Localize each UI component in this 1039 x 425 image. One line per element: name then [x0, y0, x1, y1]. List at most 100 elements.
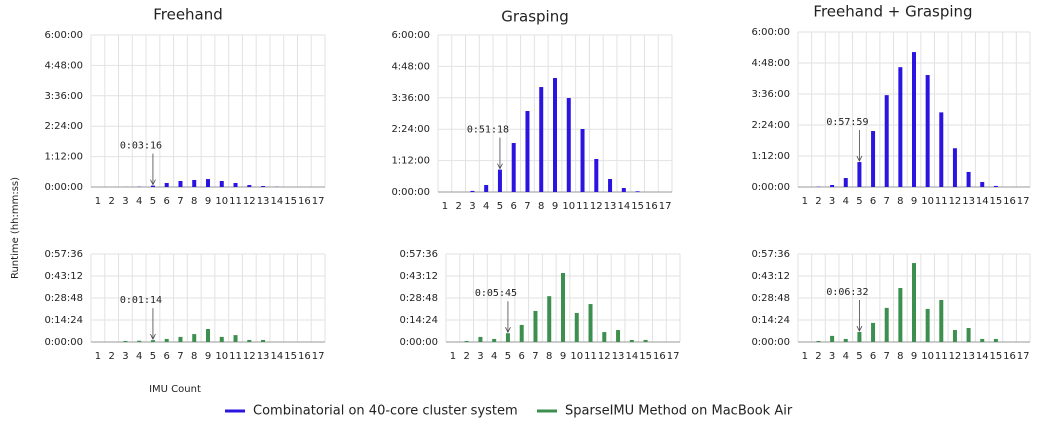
bar	[857, 332, 862, 342]
x-tick-label: 3	[829, 196, 835, 207]
x-tick-label: 3	[829, 351, 835, 362]
x-tick-label: 15	[631, 201, 644, 212]
bar	[470, 190, 475, 192]
x-tick-label: 15	[284, 196, 297, 207]
y-tick-label: 0:43:12	[751, 271, 790, 282]
y-tick-label: 6:00:00	[751, 27, 790, 38]
bar	[816, 340, 821, 342]
x-tick-label: 17	[659, 201, 672, 212]
bar	[608, 178, 613, 192]
y-axis-label: Runtime (hh:mm:ss)	[10, 177, 21, 279]
y-tick-label: 1:12:00	[751, 151, 790, 162]
x-tick-label: 7	[524, 201, 530, 212]
x-tick-label: 3	[477, 351, 483, 362]
y-tick-label: 0:57:36	[399, 249, 438, 260]
bar	[898, 67, 903, 187]
x-tick-label: 12	[598, 351, 611, 362]
bar	[261, 186, 266, 187]
x-tick-label: 7	[177, 196, 183, 207]
bar	[206, 329, 210, 342]
chart-title: Freehand	[153, 6, 223, 24]
bar	[561, 272, 565, 342]
x-tick-label: 3	[122, 196, 128, 207]
y-tick-label: 4:48:00	[751, 58, 790, 69]
x-tick-label: 2	[455, 201, 461, 212]
x-tick-label: 14	[625, 351, 638, 362]
y-tick-label: 2:24:00	[44, 121, 83, 132]
x-tick-label: 16	[1003, 196, 1016, 207]
bar	[580, 128, 585, 192]
x-tick-label: 2	[108, 196, 114, 207]
y-tick-label: 0:00:00	[391, 187, 430, 198]
bar	[980, 181, 985, 187]
x-tick-label: 1	[450, 351, 456, 362]
x-tick-label: 13	[612, 351, 625, 362]
bar	[884, 95, 889, 187]
bar	[164, 338, 169, 342]
x-tick-label: 4	[491, 351, 497, 362]
x-tick-label: 4	[843, 196, 849, 207]
x-tick-label: 14	[976, 196, 989, 207]
bar	[993, 185, 998, 187]
x-tick-label: 4	[843, 351, 849, 362]
x-tick-label: 2	[463, 351, 469, 362]
x-tick-label: 16	[298, 351, 311, 362]
bar	[925, 75, 930, 187]
x-tick-label: 11	[576, 201, 589, 212]
x-tick-label: 6	[519, 351, 525, 362]
bar	[519, 324, 524, 342]
bar	[178, 336, 183, 342]
bar	[464, 340, 469, 342]
x-tick-label: 17	[1017, 351, 1030, 362]
x-tick-label: 9	[911, 351, 917, 362]
bar	[980, 338, 985, 342]
x-tick-label: 13	[257, 196, 270, 207]
bar	[484, 185, 489, 192]
x-tick-label: 4	[483, 201, 489, 212]
x-tick-label: 8	[897, 351, 903, 362]
x-tick-label: 13	[257, 351, 270, 362]
x-tick-label: 17	[667, 351, 680, 362]
x-tick-label: 13	[962, 351, 975, 362]
bar	[219, 181, 224, 187]
y-tick-label: 4:48:00	[44, 60, 83, 71]
annotation: 0:06:32	[826, 287, 868, 298]
bar	[635, 191, 640, 192]
bar	[871, 131, 876, 187]
x-tick-label: 12	[949, 351, 962, 362]
x-tick-label: 9	[205, 351, 211, 362]
x-tick-label: 5	[497, 201, 503, 212]
bar	[150, 185, 155, 187]
x-tick-label: 17	[312, 196, 325, 207]
x-axis-label: IMU Count	[149, 384, 201, 395]
bar	[629, 339, 634, 342]
x-tick-label: 16	[645, 201, 658, 212]
bar	[261, 339, 266, 342]
bar	[539, 87, 544, 192]
x-tick-label: 8	[538, 201, 544, 212]
x-tick-label: 4	[136, 351, 142, 362]
bar	[247, 339, 252, 342]
x-tick-label: 9	[552, 201, 558, 212]
bar	[843, 338, 848, 342]
y-tick-label: 0:43:12	[399, 271, 438, 282]
bar	[511, 143, 516, 192]
x-tick-label: 7	[532, 351, 538, 362]
x-tick-label: 8	[191, 196, 197, 207]
y-tick-label: 0:00:00	[399, 337, 438, 348]
x-tick-label: 14	[270, 351, 283, 362]
bar	[952, 330, 957, 342]
annotation: 0:51:18	[467, 125, 509, 136]
x-tick-label: 16	[298, 196, 311, 207]
y-tick-label: 6:00:00	[391, 30, 430, 41]
bar	[478, 336, 483, 342]
bar	[233, 182, 238, 187]
bar	[123, 340, 128, 342]
bar	[939, 112, 944, 187]
bar	[830, 335, 835, 342]
bar	[952, 148, 957, 187]
x-tick-label: 10	[562, 201, 575, 212]
bar	[912, 52, 916, 188]
annotation: 0:03:16	[120, 141, 162, 152]
x-tick-label: 11	[584, 351, 597, 362]
